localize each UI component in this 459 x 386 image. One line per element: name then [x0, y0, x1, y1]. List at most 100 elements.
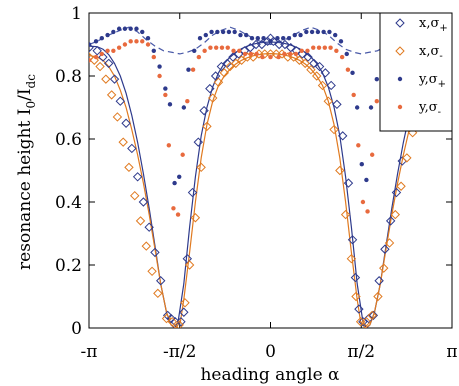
data-point — [322, 45, 328, 50]
data-point — [215, 29, 220, 35]
data-point — [281, 36, 286, 41]
data-point — [379, 263, 389, 273]
data-point — [338, 39, 344, 44]
data-point — [368, 310, 379, 321]
data-point — [237, 48, 242, 53]
data-point — [144, 222, 154, 232]
data-point — [339, 54, 345, 60]
data-point — [134, 26, 139, 31]
data-point — [151, 48, 156, 53]
x-tick-label: π/2 — [347, 342, 375, 362]
legend-label-sub: + — [438, 79, 446, 90]
data-point — [99, 36, 105, 41]
data-point — [134, 39, 139, 44]
data-point — [286, 36, 292, 41]
data-point — [157, 73, 162, 79]
data-point — [220, 29, 226, 35]
data-point — [111, 29, 116, 35]
legend: x,σ+x,σ-y,σ+y,σ- — [379, 12, 453, 132]
data-point — [390, 209, 400, 220]
data-point — [105, 32, 110, 38]
data-point — [213, 77, 224, 88]
data-point — [384, 238, 395, 248]
data-point — [225, 61, 235, 72]
data-point — [197, 36, 203, 41]
data-point — [354, 105, 360, 110]
data-point — [309, 58, 319, 69]
data-point — [128, 39, 133, 44]
data-point — [231, 58, 241, 69]
data-point — [312, 71, 322, 81]
data-point — [199, 105, 209, 116]
data-point — [333, 32, 338, 38]
data-point — [171, 206, 176, 211]
data-point — [181, 105, 187, 110]
legend-box — [379, 12, 453, 132]
data-point — [314, 61, 325, 72]
legend-label-main: y,σ — [418, 100, 438, 115]
data-point — [174, 320, 184, 328]
data-point — [145, 42, 151, 47]
legend-label: x,σ+ — [419, 16, 448, 34]
y-tick-label: 0 — [71, 319, 82, 339]
data-point — [321, 29, 326, 35]
data-point — [98, 52, 108, 62]
data-point — [140, 29, 145, 35]
data-point — [299, 48, 304, 53]
legend-label: y,σ- — [418, 100, 441, 118]
data-point — [248, 51, 254, 57]
legend-label-main: x,σ — [419, 16, 439, 31]
legend-marker — [397, 76, 403, 82]
data-point — [292, 32, 297, 38]
data-point — [184, 260, 195, 270]
data-point — [121, 118, 131, 128]
legend-marker — [395, 18, 405, 28]
y-axis-title: resonance height I0/Idc — [15, 74, 38, 270]
data-point — [329, 124, 339, 135]
data-point — [208, 45, 213, 50]
x-tick-label: π — [446, 342, 457, 362]
data-point — [385, 216, 396, 226]
data-point — [238, 32, 243, 38]
data-point — [112, 112, 123, 122]
y-axis-title-main: resonance height I — [15, 109, 35, 270]
data-point — [335, 165, 345, 176]
data-point — [380, 244, 390, 254]
data-point — [350, 272, 361, 283]
data-point — [334, 48, 339, 53]
data-point — [92, 46, 102, 56]
data-point — [166, 313, 176, 324]
data-point — [280, 39, 290, 50]
data-point — [323, 96, 333, 106]
data-point — [298, 32, 303, 38]
data-point — [132, 172, 143, 182]
data-point — [244, 32, 249, 38]
data-point — [361, 316, 372, 327]
data-point — [147, 266, 157, 277]
data-point — [332, 99, 342, 110]
data-point — [359, 162, 364, 167]
data-point — [287, 51, 293, 57]
data-point — [118, 137, 128, 147]
data-point — [219, 45, 225, 50]
data-point — [216, 61, 227, 72]
data-point — [109, 74, 120, 84]
data-point — [286, 42, 296, 53]
data-point — [351, 92, 356, 98]
data-point — [208, 93, 218, 103]
legend-label-sub: + — [439, 23, 447, 34]
data-point — [245, 42, 255, 53]
data-point — [268, 54, 273, 60]
data-point — [193, 137, 203, 147]
data-point — [282, 51, 287, 57]
data-point — [140, 39, 145, 44]
data-point — [202, 48, 207, 53]
data-point — [268, 39, 273, 44]
data-point — [101, 74, 111, 84]
data-point — [190, 67, 196, 72]
data-point — [153, 288, 163, 299]
data-point — [402, 153, 412, 163]
data-point — [124, 162, 134, 173]
data-point — [236, 55, 247, 65]
data-point — [186, 67, 191, 72]
